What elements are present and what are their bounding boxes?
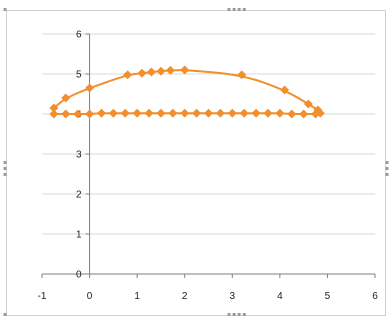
y-tick-label: 0 [76,270,82,281]
data-point [156,108,166,118]
data-point [251,108,261,118]
data-point [146,67,156,77]
data-series [49,65,325,119]
data-point [227,108,237,118]
resize-handle-bottom-left[interactable]: ▪ [3,311,9,318]
data-point [137,68,147,78]
x-tick-label: 1 [134,291,140,302]
resize-handle-right[interactable]: ▪ ▪ ▪ [385,159,390,178]
x-tick-label: 2 [182,291,188,302]
data-point [123,70,133,80]
data-point [303,99,313,109]
data-point [180,65,190,75]
data-point [215,108,225,118]
resize-handle-bottom[interactable]: ▪▪▪▪ [227,311,248,318]
data-point [108,108,118,118]
y-tick-label: 5 [76,70,82,81]
x-tick-label: 6 [372,291,378,302]
data-point [203,108,214,118]
gridlines [42,33,375,235]
data-point [85,83,95,93]
data-point [275,108,285,118]
y-tick-label: 1 [76,230,82,241]
data-point [61,109,71,119]
data-point [237,70,247,80]
axes [41,33,376,278]
data-point [73,109,83,119]
data-point [168,108,178,118]
x-tick-label: 4 [277,291,283,302]
data-point [263,108,273,118]
data-point [132,108,142,118]
data-point [310,109,321,119]
resize-handle-top-left[interactable]: ▪ [3,6,9,13]
y-tick-label: 2 [76,190,82,201]
data-point [156,66,166,76]
x-tick-label: -1 [38,291,47,302]
data-point [120,108,130,118]
data-point [96,108,107,118]
data-point [165,65,175,75]
data-point [299,109,309,119]
y-tick-label: 3 [76,150,82,161]
data-point [280,85,290,95]
data-point [85,109,95,119]
y-tick-label: 6 [76,30,82,41]
data-point [287,109,297,119]
x-tick-label: 3 [230,291,236,302]
series-line [53,69,321,115]
data-point [49,109,59,119]
data-point [180,108,190,118]
resize-handle-top[interactable]: ▪▪▪▪ [227,6,248,13]
data-point [144,108,154,118]
x-tick-label: 5 [325,291,331,302]
data-point [239,108,249,118]
resize-handle-left[interactable]: ▪ ▪ ▪ [3,159,8,178]
x-tick-label: 0 [87,291,93,302]
data-point [61,93,71,103]
data-point [192,108,202,118]
